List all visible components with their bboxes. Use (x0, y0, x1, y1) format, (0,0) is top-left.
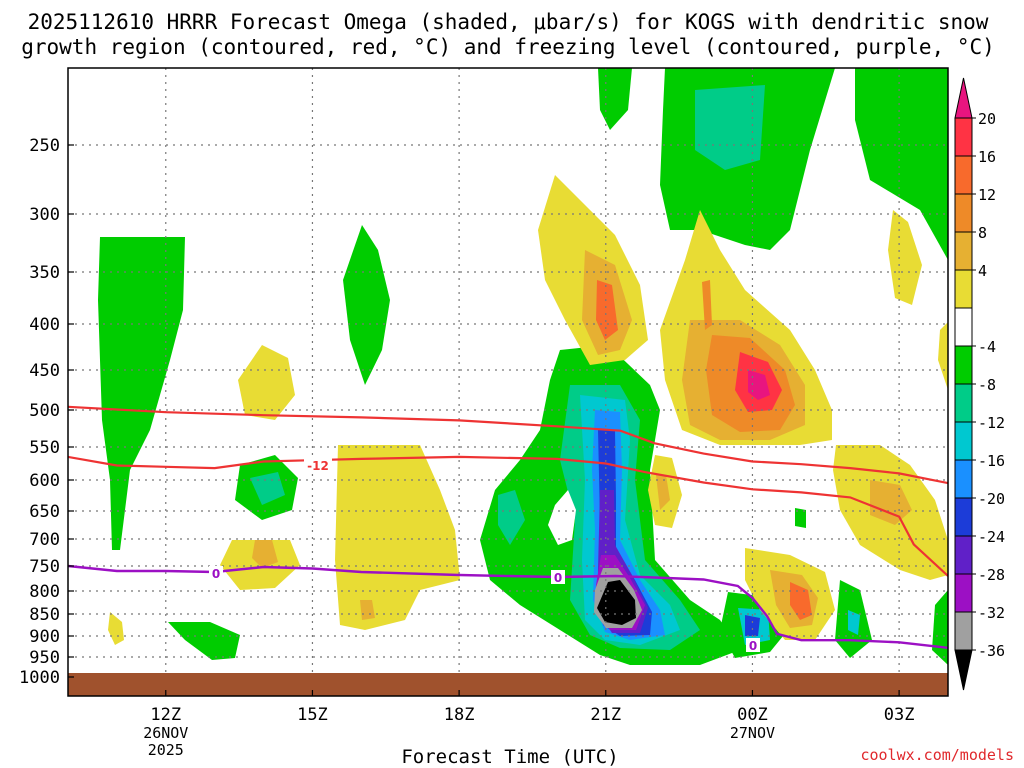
omega-area-yellow-mid-column (335, 445, 460, 630)
colorbar-label--32: -32 (978, 604, 1005, 622)
colorbar-label-20: 20 (978, 110, 996, 128)
omega-area-gold-right-band (870, 480, 912, 525)
y-tick-label-850: 850 (29, 605, 60, 625)
y-tick-label-350: 350 (29, 263, 60, 283)
y-tick-label-700: 700 (29, 530, 60, 550)
y-tick-label-900: 900 (29, 627, 60, 647)
omega-area-green-left (98, 237, 185, 550)
freezing-level-label-1: 0 (212, 567, 220, 581)
colorbar-bin-1 (954, 117, 973, 157)
colorbar-label-16: 16 (978, 148, 996, 166)
y-tick-label-400: 400 (29, 315, 60, 335)
colorbar-bin-12 (954, 535, 973, 575)
colorbar-bin-2 (954, 155, 973, 195)
y-tick-label-950: 950 (29, 648, 60, 668)
omega-area-black-core (597, 580, 636, 625)
x-tick-label-00Z: 00Z (737, 705, 768, 725)
colorbar-bin-6 (954, 307, 973, 347)
omega-area-yellow-small-left-bottom (108, 612, 124, 645)
y-tick-label-1000: 1000 (19, 668, 60, 688)
x-tick-year-12Z: 2025 (148, 741, 184, 759)
colorbar-label--28: -28 (978, 566, 1005, 584)
y-axis: 2503003504004505005506006507007508008509… (19, 136, 74, 688)
colorbar-bin-14 (954, 611, 973, 651)
y-tick-label-600: 600 (29, 471, 60, 491)
colorbar-label-12: 12 (978, 186, 996, 204)
dgz-contour-label: -12 (307, 459, 329, 473)
omega-area-magenta-big-right (748, 370, 770, 400)
y-tick-label-250: 250 (29, 136, 60, 156)
freezing-level-label-3: 0 (749, 639, 757, 653)
omega-area-gold-mid-column (360, 600, 375, 620)
credit-text: coolwx.com/models (860, 746, 1014, 764)
x-tick-label-03Z: 03Z (884, 705, 915, 725)
omega-area-teal-small-right (848, 610, 860, 635)
omega-area-gold-small-mid-right (656, 475, 670, 510)
omega-area-yellow-edge-right (938, 322, 948, 390)
omega-area-green-top-mid (598, 68, 632, 130)
colorbar-label-4: 4 (978, 262, 987, 280)
omega-area-green-far-right (855, 68, 948, 260)
omega-area-yellow-small-right-top (888, 210, 922, 305)
colorbar-bin-9 (954, 421, 973, 461)
omega-area-orange-upper-mid (596, 280, 618, 340)
omega-shading (98, 68, 948, 665)
plot-frame (67, 67, 949, 697)
omega-area-orange-lower-right (790, 582, 812, 620)
y-tick-label-300: 300 (29, 205, 60, 225)
colorbar-bin-4 (954, 231, 973, 271)
colorbar-bin-5 (954, 269, 973, 309)
y-tick-label-650: 650 (29, 502, 60, 522)
colorbar-bin-8 (954, 383, 973, 423)
x-tick-date-12Z: 26NOV (143, 724, 188, 742)
omega-area-green-spot-right (795, 508, 806, 528)
omega-area-green-mid (343, 225, 390, 385)
y-tick-label-550: 550 (29, 438, 60, 458)
colorbar-label-8: 8 (978, 224, 987, 242)
colorbar-label--36: -36 (978, 642, 1005, 660)
omega-area-white-hole (548, 490, 576, 545)
colorbar-bottom-arrow (954, 649, 973, 691)
x-tick-label-15Z: 15Z (297, 705, 328, 725)
x-tick-label-12Z: 12Z (150, 705, 181, 725)
chart-title-line1: 2025112610 HRRR Forecast Omega (shaded, … (28, 10, 989, 34)
colorbar-label--4: -4 (978, 338, 996, 356)
omega-area-teal-small-mid (498, 490, 525, 545)
colorbar: 20 16 12 8 4 -4 -8 -12 -16 -20 -24 -28 -32 -36 (954, 77, 1005, 691)
colorbar-top-arrow (954, 77, 973, 119)
omega-area-yellow-mid-left (238, 345, 295, 420)
omega-area-blue-lower-right (745, 615, 760, 636)
colorbar-bin-11 (954, 497, 973, 537)
colorbar-bin-13 (954, 573, 973, 613)
y-tick-label-750: 750 (29, 557, 60, 577)
dgz-upper-contour (68, 405, 948, 485)
freezing-level-label-2: 0 (554, 571, 562, 585)
colorbar-bin-10 (954, 459, 973, 499)
colorbar-label--8: -8 (978, 376, 996, 394)
colorbar-label--24: -24 (978, 528, 1005, 546)
chart-title-line2: growth region (contoured, red, °C) and f… (21, 35, 995, 59)
y-tick-label-450: 450 (29, 361, 60, 381)
omega-area-green-edge-right (932, 590, 948, 665)
x-tick-label-21Z: 21Z (590, 705, 621, 725)
omega-area-green-bottom-left (168, 622, 240, 660)
x-axis-title: Forecast Time (UTC) (401, 746, 618, 768)
colorbar-label--20: -20 (978, 490, 1005, 508)
omega-area-teal-top-right (695, 85, 765, 170)
colorbar-label--12: -12 (978, 414, 1005, 432)
x-tick-date-00Z: 27NOV (730, 724, 775, 742)
y-tick-label-800: 800 (29, 582, 60, 602)
omega-area-gold-lower-left (252, 540, 278, 568)
colorbar-bin-3 (954, 193, 973, 233)
contour-labels: -12 0 0 0 (209, 458, 760, 653)
omega-area-orange-upper-right-streak (702, 280, 712, 330)
y-tick-label-500: 500 (29, 401, 60, 421)
colorbar-bin-7 (954, 345, 973, 385)
dgz-lower-contour (68, 455, 948, 577)
x-tick-label-18Z: 18Z (444, 705, 475, 725)
colorbar-label--16: -16 (978, 452, 1005, 470)
ground-surface-bar (68, 673, 948, 696)
